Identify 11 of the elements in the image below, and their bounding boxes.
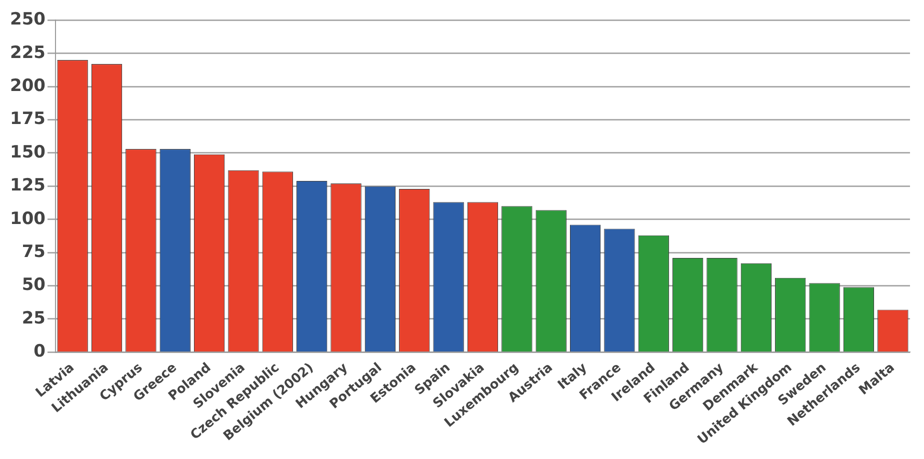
y-tick-label: 75	[22, 242, 46, 262]
y-tick-label: 50	[22, 275, 46, 296]
y-tick-label: 100	[10, 208, 46, 229]
y-tick-label: 200	[10, 76, 46, 96]
y-tick-label: 125	[10, 176, 46, 196]
y-tick-label: 175	[10, 109, 46, 130]
y-tick-label: 0	[34, 342, 46, 362]
y-tick-label: 225	[10, 42, 46, 63]
y-tick-label: 25	[22, 308, 46, 328]
y-tick-label: 150	[10, 142, 46, 162]
y-tick-label: 250	[10, 10, 46, 30]
